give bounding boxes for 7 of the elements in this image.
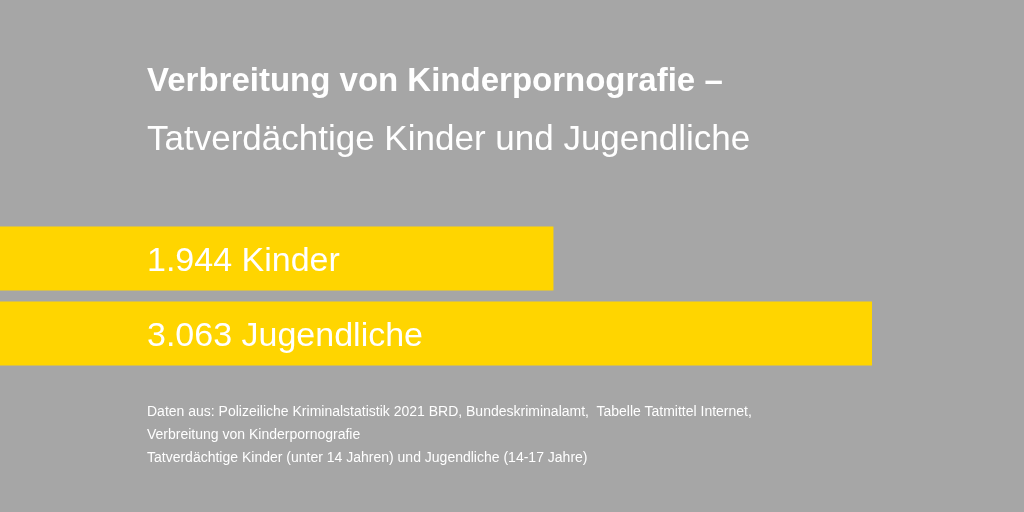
- text: Verbreitung von Kinderpornografie: [147, 426, 361, 442]
- text: Daten aus: Polizeiliche Kriminalstatistik 2021 BRD, Bundeskriminalamt, Tabelle Tatmittel Internet,: [147, 403, 752, 419]
- data-label: 3.063 Jugendliche: [147, 314, 424, 353]
- text: Tatverdächtige Kinder (unter 14 Jahren) und Jugendliche (14-17 Jahre): [147, 449, 588, 465]
- data-label: 1.944 Kinder: [147, 239, 340, 278]
- chart-subtitle: Tatverdächtige Kinder und Jugendliche: [147, 118, 751, 157]
- chart-title: Verbreitung von Kinderpornografie –: [147, 61, 723, 98]
